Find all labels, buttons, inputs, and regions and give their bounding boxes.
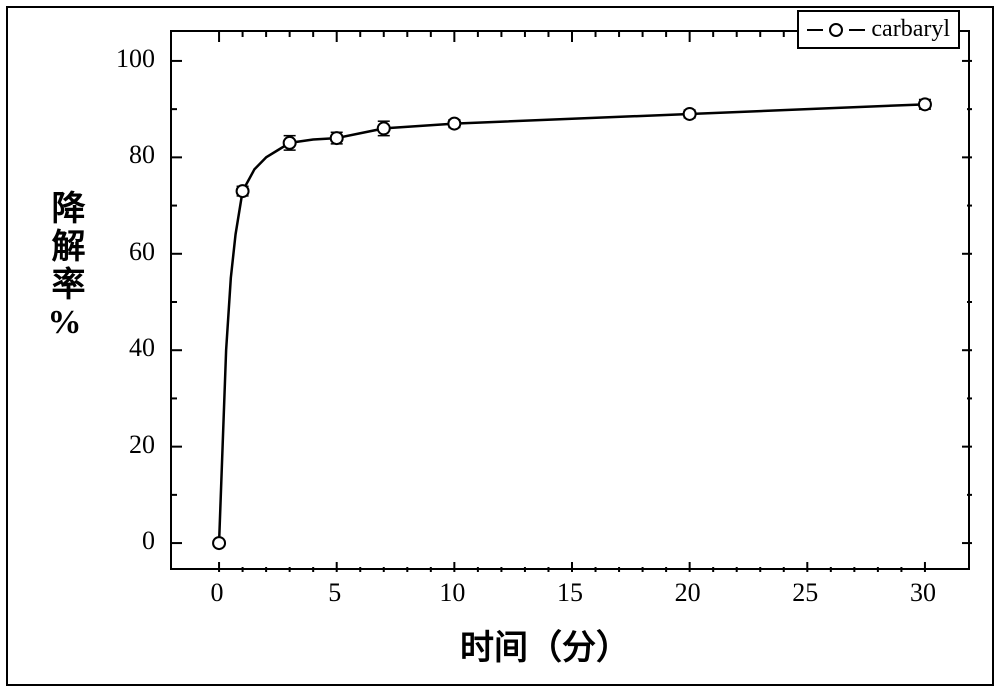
y-tick-label: 20 (100, 430, 155, 460)
x-tick-label: 10 (439, 578, 465, 608)
legend: carbaryl (797, 10, 960, 49)
y-tick-label: 40 (100, 333, 155, 363)
legend-line-segment (849, 29, 865, 31)
y-tick-label: 100 (100, 44, 155, 74)
legend-line-segment (807, 29, 823, 31)
legend-marker-icon (829, 23, 843, 37)
y-tick-label: 60 (100, 237, 155, 267)
y-tick-label: 0 (100, 526, 155, 556)
y-tick-label: 80 (100, 140, 155, 170)
x-tick-label: 25 (792, 578, 818, 608)
x-tick-label: 30 (910, 578, 936, 608)
x-tick-label: 20 (675, 578, 701, 608)
x-tick-label: 5 (328, 578, 341, 608)
x-axis-label: 时间（分） (460, 620, 630, 669)
chart-container: 降解率% 时间（分） carbaryl 0 20 40 60 80 100 0 5 10 15 2… (0, 0, 1000, 692)
x-tick-label: 0 (211, 578, 224, 608)
x-tick-label: 15 (557, 578, 583, 608)
legend-series-label: carbaryl (871, 16, 950, 43)
plot-svg (172, 32, 972, 572)
y-axis-label: 降解率% (40, 190, 89, 345)
plot-area (170, 30, 970, 570)
